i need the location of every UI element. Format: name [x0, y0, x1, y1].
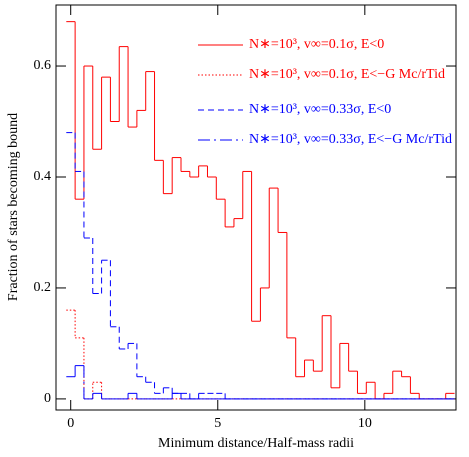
x-tick-label: 0 [67, 416, 74, 431]
plot-frame [55, 4, 457, 411]
legend-label: N∗=10³, v∞=0.1σ, E<0 [249, 37, 384, 52]
y-tick-label: 0.6 [34, 58, 52, 73]
legend-label: N∗=10³, v∞=0.33σ, E<0 [249, 102, 391, 117]
legend-label: N∗=10³, v∞=0.33σ, E<−G Mc/rTid [249, 132, 452, 147]
legend-label: N∗=10³, v∞=0.1σ, E<−G Mc/rTid [249, 67, 445, 82]
y-axis-label: Fraction of stars becoming bound [6, 113, 21, 301]
y-tick-label: 0.4 [34, 169, 52, 184]
x-tick-label: 5 [214, 416, 221, 431]
y-tick-label: 0 [44, 391, 51, 406]
y-tick-label: 0.2 [34, 280, 52, 295]
x-axis-label: Minimum distance/Half-mass radii [158, 436, 354, 451]
x-tick-label: 10 [358, 416, 372, 431]
